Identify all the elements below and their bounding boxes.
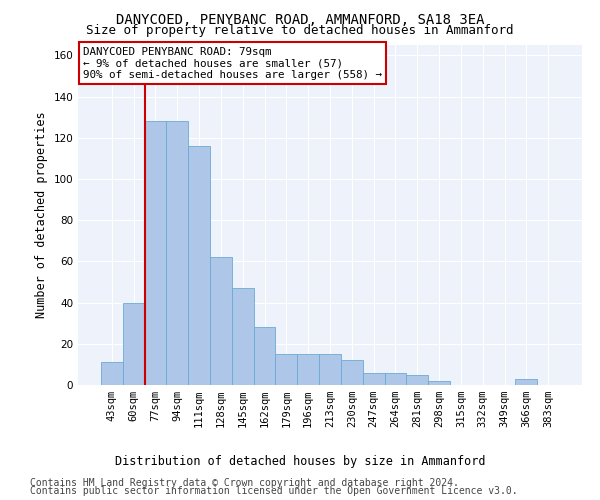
Text: Distribution of detached houses by size in Ammanford: Distribution of detached houses by size … bbox=[115, 455, 485, 468]
Bar bbox=[428, 381, 450, 385]
Bar bbox=[363, 372, 385, 385]
Bar bbox=[210, 257, 232, 385]
Bar bbox=[319, 354, 341, 385]
Bar bbox=[166, 121, 188, 385]
Text: Contains HM Land Registry data © Crown copyright and database right 2024.: Contains HM Land Registry data © Crown c… bbox=[30, 478, 459, 488]
Bar bbox=[123, 302, 145, 385]
Text: Size of property relative to detached houses in Ammanford: Size of property relative to detached ho… bbox=[86, 24, 514, 37]
Y-axis label: Number of detached properties: Number of detached properties bbox=[35, 112, 48, 318]
Bar bbox=[188, 146, 210, 385]
Text: DANYCOED, PENYBANC ROAD, AMMANFORD, SA18 3EA: DANYCOED, PENYBANC ROAD, AMMANFORD, SA18… bbox=[116, 12, 484, 26]
Bar bbox=[297, 354, 319, 385]
Bar bbox=[232, 288, 254, 385]
Bar bbox=[385, 372, 406, 385]
Text: DANYCOED PENYBANC ROAD: 79sqm
← 9% of detached houses are smaller (57)
90% of se: DANYCOED PENYBANC ROAD: 79sqm ← 9% of de… bbox=[83, 46, 382, 80]
Bar bbox=[101, 362, 123, 385]
Bar bbox=[341, 360, 363, 385]
Bar bbox=[254, 328, 275, 385]
Bar bbox=[515, 379, 537, 385]
Bar bbox=[406, 374, 428, 385]
Bar bbox=[145, 121, 166, 385]
Text: Contains public sector information licensed under the Open Government Licence v3: Contains public sector information licen… bbox=[30, 486, 518, 496]
Bar bbox=[275, 354, 297, 385]
